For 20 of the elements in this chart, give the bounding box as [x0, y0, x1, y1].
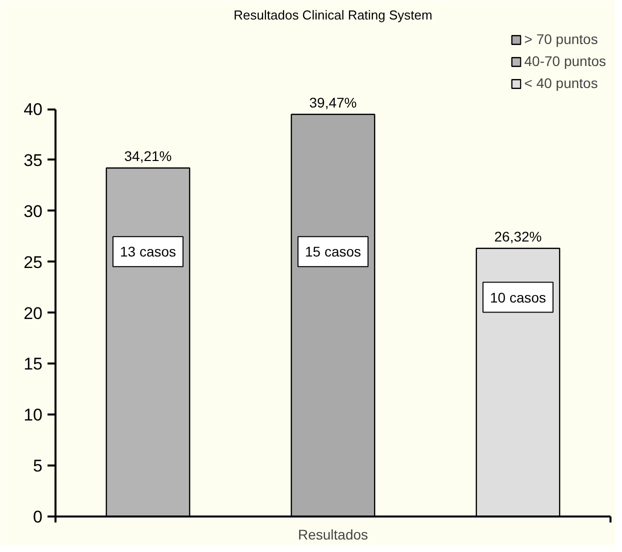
y-tick-label: 10: [24, 406, 43, 425]
y-tick-label: 25: [24, 252, 43, 272]
y-tick-label: 40: [24, 100, 43, 119]
y-tick-label: 20: [24, 304, 43, 323]
x-axis-title: Resultados: [298, 526, 368, 542]
y-tick-label: 30: [24, 202, 43, 221]
legend-label: > 70 puntos: [524, 31, 598, 47]
annotation: 15 casos: [304, 244, 362, 260]
annotation: 10 casos: [490, 289, 546, 306]
y-tick-label: 35: [24, 150, 43, 170]
y-tick-label: 0: [33, 508, 43, 526]
legend-label: 40-70 puntos: [524, 53, 606, 69]
chart-title: Resultados Clinical Rating System: [234, 8, 432, 22]
data-label: 34,21%: [124, 148, 172, 164]
y-tick-label: 15: [24, 354, 43, 374]
data-label: 39,47%: [309, 94, 357, 110]
y-tick-label: 5: [33, 456, 43, 476]
annotation: 13 casos: [120, 244, 176, 260]
legend-label: < 40 puntos: [524, 75, 598, 91]
data-label: 26,32%: [494, 228, 542, 244]
